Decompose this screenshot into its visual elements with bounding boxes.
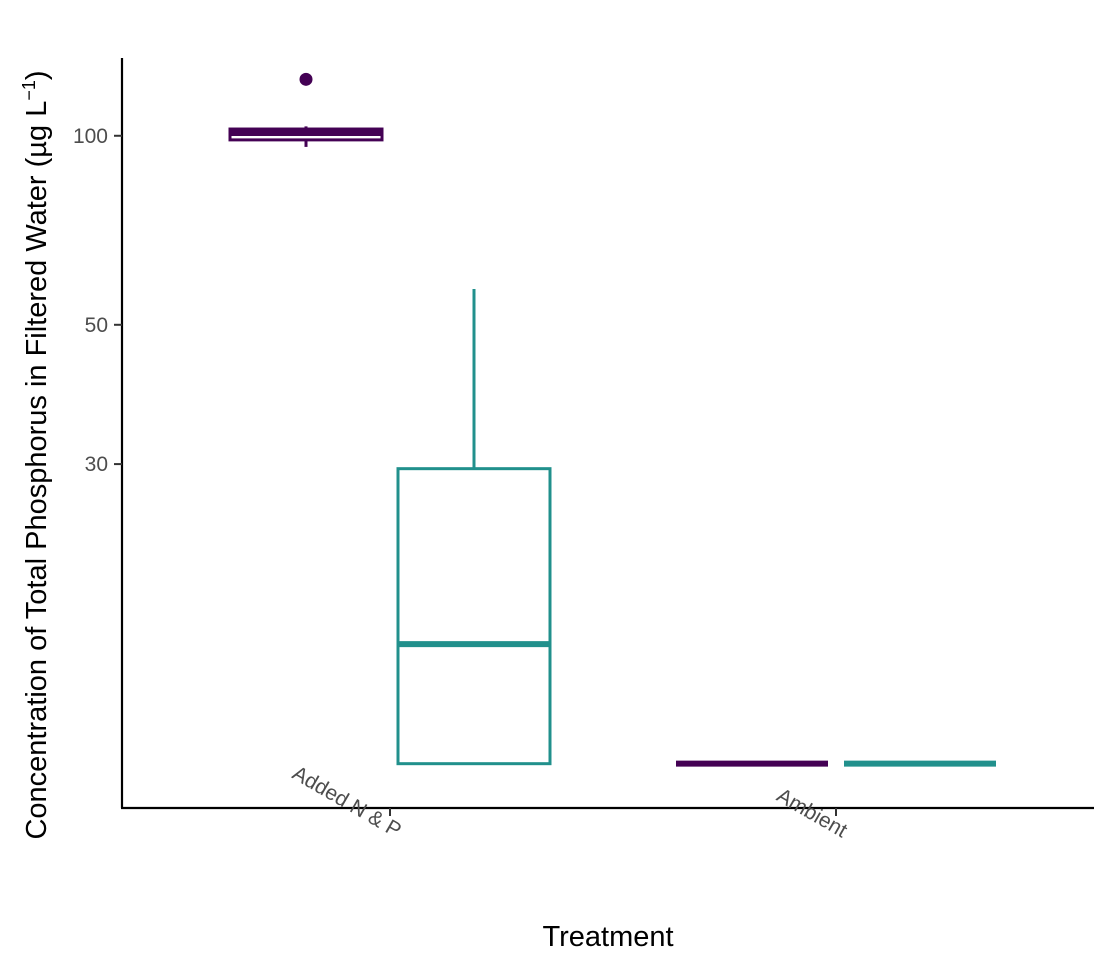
x-axis-ticks: Added N & P Ambient xyxy=(288,762,851,843)
outlier-point xyxy=(299,72,313,86)
y-tick-label: 100 xyxy=(73,125,108,148)
box-0-0 xyxy=(228,72,384,147)
box-0-1 xyxy=(396,289,552,766)
x-tick-label: Ambient xyxy=(773,784,851,843)
y-axis-title-close-paren: ) xyxy=(21,70,53,80)
box-iqr xyxy=(396,467,552,766)
plot-marks xyxy=(228,72,996,767)
y-tick-label: 50 xyxy=(85,314,108,337)
y-axis-title-superscript: −1 xyxy=(19,80,39,101)
y-axis-ticks: 30 50 100 xyxy=(73,125,122,476)
x-axis-title: Treatment xyxy=(542,921,673,953)
y-tick-label: 30 xyxy=(85,453,108,476)
x-tick-label: Added N & P xyxy=(288,762,405,843)
y-axis-title-main: Concentration of Total Phosphorus in Fil… xyxy=(21,101,53,840)
y-axis-title: Concentration of Total Phosphorus in Fil… xyxy=(19,70,53,839)
